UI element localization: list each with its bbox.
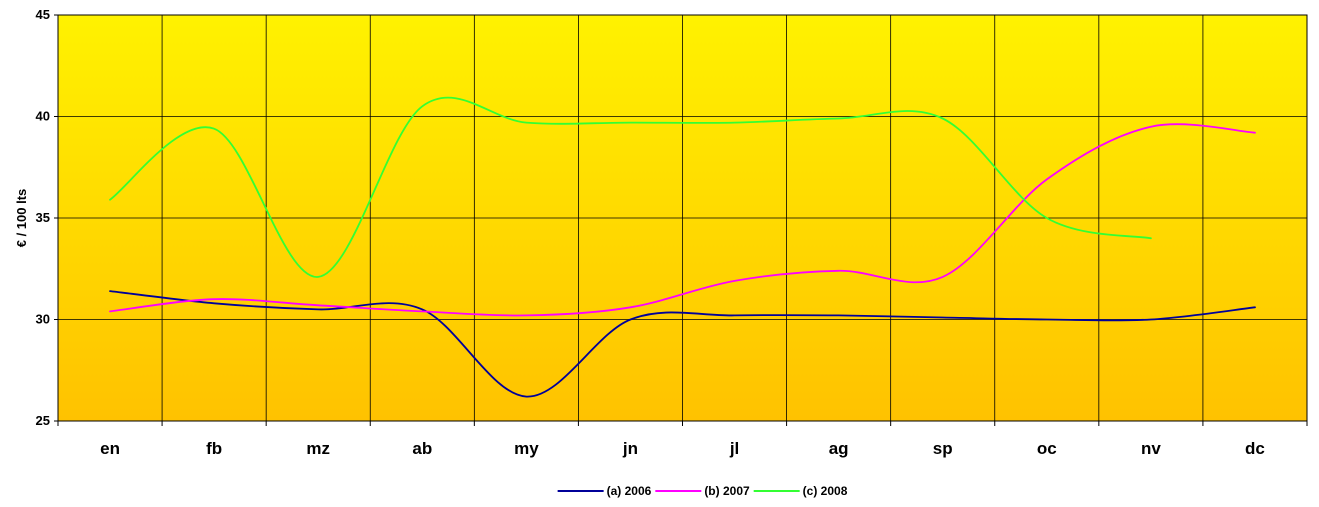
y-axis-ticks: 25 30 35 40 45 [36, 7, 58, 428]
x-axis-ticks: en fb mz ab my jn jl ag sp oc nv dc [57, 421, 1308, 458]
x-tick-label: dc [1245, 439, 1265, 458]
y-tick-label: 40 [36, 109, 50, 124]
legend-label-2: (c) 2008 [803, 484, 848, 498]
legend: (a) 2006 (b) 2007 (c) 2008 [557, 484, 848, 498]
series-line-0 [109, 290, 1256, 398]
x-tick-label: ag [829, 439, 849, 458]
legend-label-0: (a) 2006 [607, 484, 652, 498]
x-tick-label: oc [1037, 439, 1057, 458]
x-tick-label: my [514, 439, 539, 458]
x-tick-label: mz [306, 439, 330, 458]
x-tick-label: nv [1141, 439, 1161, 458]
x-tick-label: ab [412, 439, 432, 458]
x-tick-label: jn [622, 439, 638, 458]
y-axis-title: € / 100 lts [14, 189, 29, 248]
gridlines [58, 14, 1307, 422]
y-tick-label: 45 [36, 7, 50, 22]
x-tick-label: sp [933, 439, 953, 458]
y-tick-label: 25 [36, 413, 50, 428]
x-tick-label: fb [206, 439, 222, 458]
x-tick-label: jl [729, 439, 739, 458]
legend-label-1: (b) 2007 [704, 484, 750, 498]
x-tick-label: en [100, 439, 120, 458]
series-line-1 [109, 123, 1256, 317]
series-lines [109, 96, 1256, 398]
series-line-2 [109, 96, 1152, 278]
y-tick-label: 30 [36, 312, 50, 327]
y-tick-label: 35 [36, 210, 50, 225]
